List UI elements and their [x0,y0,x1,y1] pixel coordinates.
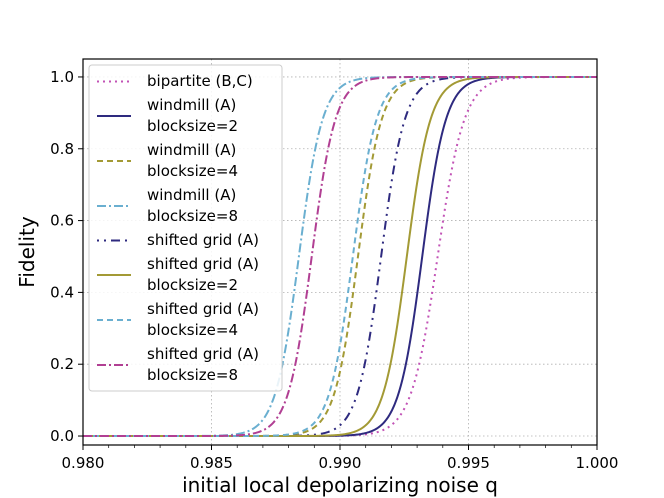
y-tick-label: 1.0 [50,68,74,86]
y-tick-label: 0.6 [50,212,74,230]
legend-label: shifted grid (A) [147,300,259,318]
legend: bipartite (B,C) windmill (A) blocksize=2 wi… [88,64,283,392]
legend-label: blocksize=8 [147,366,238,384]
legend-label: blocksize=8 [147,207,238,225]
legend-label: windmill (A) [147,186,236,204]
legend-label: shifted grid (A) [147,345,259,363]
legend-label: blocksize=4 [147,162,238,180]
x-tick-label: 0.985 [190,454,233,472]
series-line [83,75,597,438]
legend-label: windmill (A) [147,141,236,159]
x-tick-label: 0.980 [62,454,105,472]
y-tick-label: 0.8 [50,140,74,158]
y-tick-label: 0.0 [50,427,74,445]
legend-label: windmill (A) [147,96,236,114]
x-tick-label: 0.990 [319,454,362,472]
x-tick-label: 1.000 [576,454,619,472]
axis-ticks: 0.980 0.985 0.990 0.995 1.000 0.0 0.2 0.4 0.6 0.8… [50,68,618,472]
y-axis-label: Fidelity [15,216,39,288]
legend-label: blocksize=2 [147,276,238,294]
legend-label: shifted grid (A) [147,255,259,273]
y-tick-label: 0.2 [50,355,74,373]
legend-label: blocksize=2 [147,117,238,135]
legend-label: blocksize=4 [147,321,238,339]
y-tick-label: 0.4 [50,283,74,301]
x-axis-label: initial local depolarizing noise q [182,473,498,497]
series-lines [83,75,597,438]
legend-label: bipartite (B,C) [147,72,253,90]
legend-label: shifted grid (A) [147,231,259,249]
legend-box [88,64,283,392]
x-tick-label: 0.995 [447,454,490,472]
